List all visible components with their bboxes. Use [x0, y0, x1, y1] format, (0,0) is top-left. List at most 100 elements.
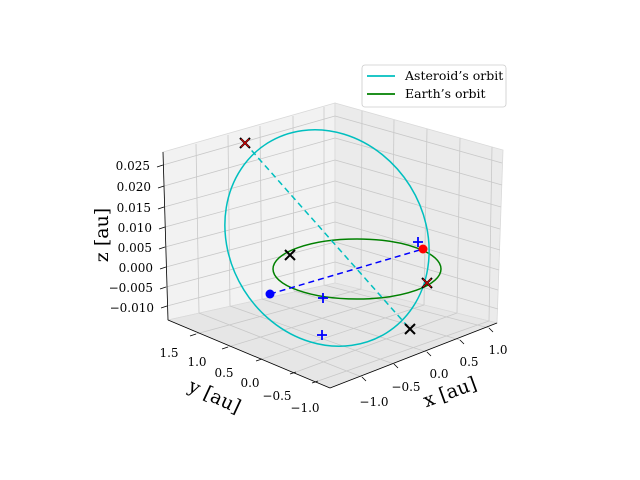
x-tick — [393, 363, 399, 369]
y-axis-line — [167, 319, 331, 389]
grid-line — [293, 290, 461, 341]
grid-line — [391, 119, 395, 298]
grid-line — [317, 320, 490, 382]
grid-line — [334, 115, 503, 164]
grid-line — [229, 305, 395, 365]
z-tick-label: 0.025 — [116, 159, 150, 173]
grid-line — [334, 180, 501, 230]
plus-marker — [317, 330, 327, 340]
grid-line — [165, 241, 336, 288]
grid-line — [334, 201, 501, 251]
z-tick — [159, 286, 167, 290]
legend-label-earth: Earth’s orbit — [405, 86, 486, 101]
y-tick-labels: 1.5 1.0 0.5 0.0 −0.5 −1.0 — [159, 346, 319, 415]
z-tick-label: 0.020 — [117, 180, 151, 194]
grid-line — [334, 261, 499, 310]
z-tick-label: 0.015 — [117, 201, 151, 215]
x-tick-label: 1.0 — [488, 343, 507, 357]
grid-line — [166, 261, 336, 307]
grid-line — [164, 201, 336, 248]
grid-line — [162, 115, 336, 166]
y-tick-label: 0.0 — [240, 376, 259, 390]
grid-line — [227, 134, 231, 307]
y-tick — [311, 380, 319, 384]
z-tick-label: −0.005 — [109, 281, 153, 295]
grid-line — [488, 146, 493, 322]
grid-line — [323, 284, 490, 329]
markers — [239, 137, 433, 340]
x-tick — [459, 339, 465, 345]
grid-line — [334, 137, 503, 186]
z-tick — [157, 206, 165, 210]
z-tick-label: 0.010 — [118, 221, 152, 235]
grid-line — [423, 128, 428, 306]
grid-line — [195, 288, 362, 335]
asteroid-apsides-line — [244, 142, 411, 330]
grid-line — [227, 296, 393, 348]
x-tick — [488, 327, 494, 333]
legend-box — [361, 64, 507, 108]
y-tick-label: −0.5 — [262, 389, 291, 403]
y-tick — [255, 358, 263, 362]
grid-line — [259, 125, 263, 300]
legend-label-asteroid: Asteroid’s orbit — [404, 68, 503, 83]
x-tick-labels: 1.0 0.5 0.0 −0.5 −1.0 — [359, 343, 507, 409]
z-tick — [159, 266, 167, 270]
y-tick-label: 1.0 — [187, 355, 206, 369]
z-axis-line — [162, 151, 169, 321]
x-tick-label: −0.5 — [391, 380, 420, 394]
x-tick-label: 0.0 — [429, 367, 448, 381]
cross-marker — [422, 278, 432, 288]
grid-line — [334, 241, 499, 291]
earth-sun-line — [269, 248, 424, 295]
grid-line — [261, 304, 425, 360]
x-tick — [426, 351, 432, 357]
earth-marker — [265, 289, 275, 299]
y-tick-label: 0.5 — [214, 366, 233, 380]
grid-line — [163, 137, 336, 187]
gridlines — [162, 107, 503, 382]
series-earth-orbit — [272, 238, 442, 300]
y-tick-label: −1.0 — [290, 401, 319, 415]
grid-line — [164, 180, 336, 228]
y-axis-label: y [au] — [184, 375, 244, 419]
cross-marker — [404, 323, 416, 335]
z-tick-labels: 0.025 0.020 0.015 0.010 0.005 0.000 −0.0… — [109, 159, 154, 315]
grid-line — [334, 221, 500, 271]
z-tick-label: 0.000 — [119, 261, 153, 275]
z-tick — [158, 246, 166, 250]
grid-line — [198, 312, 363, 378]
cross-marker — [240, 138, 250, 148]
grid-line — [295, 312, 458, 373]
x-tick-label: 0.5 — [459, 355, 478, 369]
grid-line — [334, 159, 502, 208]
z-tick — [157, 185, 165, 189]
grid-line — [456, 137, 461, 314]
y-tick — [221, 346, 229, 350]
sun-marker — [418, 244, 428, 254]
x-axis-line — [329, 322, 498, 389]
axes-panes — [162, 102, 504, 389]
plus-marker — [318, 293, 328, 303]
grid-line — [163, 159, 336, 208]
tick-marks — [156, 164, 494, 384]
axis-lines — [162, 151, 498, 389]
pane-left — [162, 102, 336, 321]
x-tick — [361, 376, 367, 382]
y-tick-label: 1.5 — [159, 346, 178, 360]
grid-line — [261, 298, 428, 353]
z-tick-label: 0.005 — [118, 241, 152, 255]
y-tick — [189, 333, 197, 337]
y-tick — [289, 371, 297, 375]
cross-marker — [284, 249, 296, 261]
x-tick-label: −1.0 — [359, 395, 388, 409]
z-axis-label: z [au] — [91, 208, 113, 262]
z-tick-label: −0.010 — [110, 301, 154, 315]
grid-line — [292, 115, 295, 292]
z-tick — [160, 305, 168, 309]
grid-line — [165, 221, 336, 268]
series-asteroid-orbit — [224, 128, 430, 348]
z-tick — [158, 226, 166, 230]
grid-line — [195, 143, 200, 314]
